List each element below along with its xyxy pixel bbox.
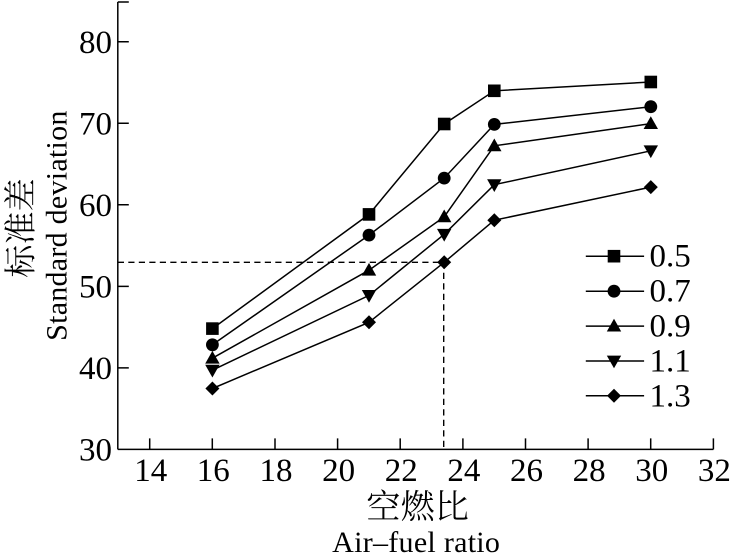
svg-text:0.7: 0.7 bbox=[650, 274, 691, 310]
svg-text:20: 20 bbox=[322, 453, 355, 489]
svg-text:28: 28 bbox=[573, 453, 606, 489]
svg-text:30: 30 bbox=[635, 453, 668, 489]
svg-text:0.5: 0.5 bbox=[650, 239, 691, 275]
svg-text:16: 16 bbox=[197, 453, 230, 489]
svg-text:0.9: 0.9 bbox=[650, 309, 691, 345]
svg-text:50: 50 bbox=[79, 269, 112, 305]
svg-text:30: 30 bbox=[79, 432, 112, 468]
svg-text:1.3: 1.3 bbox=[650, 378, 691, 414]
svg-text:40: 40 bbox=[79, 351, 112, 387]
svg-text:70: 70 bbox=[79, 106, 112, 142]
svg-text:1.1: 1.1 bbox=[650, 344, 691, 380]
svg-text:26: 26 bbox=[510, 453, 543, 489]
svg-text:22: 22 bbox=[385, 453, 418, 489]
svg-text:60: 60 bbox=[79, 188, 112, 224]
svg-text:24: 24 bbox=[447, 453, 480, 489]
svg-text:Air–fuel ratio: Air–fuel ratio bbox=[332, 526, 500, 555]
svg-text:18: 18 bbox=[260, 453, 293, 489]
svg-text:80: 80 bbox=[79, 25, 112, 61]
svg-text:14: 14 bbox=[134, 453, 167, 489]
svg-text:Standard deviation: Standard deviation bbox=[40, 110, 73, 340]
svg-text:32: 32 bbox=[698, 453, 730, 489]
